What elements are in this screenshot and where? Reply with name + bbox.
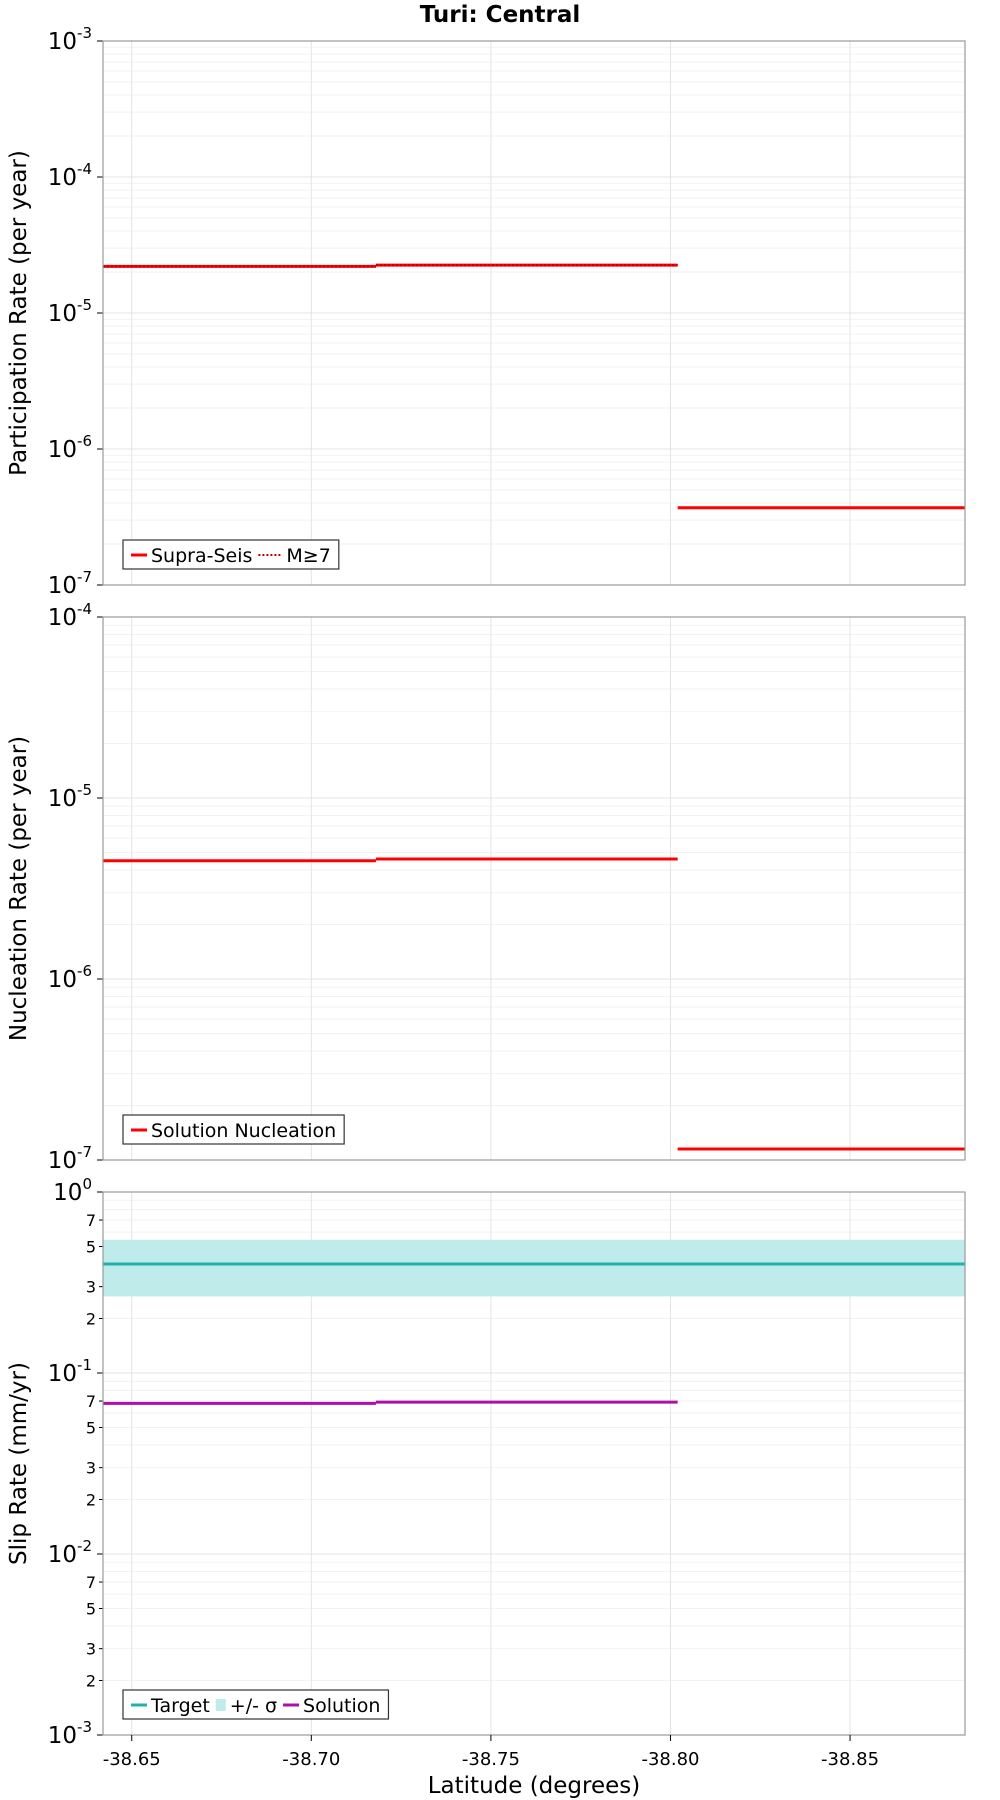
y-minor-tick-label: 7: [86, 1392, 96, 1411]
legend-label-target: Target: [150, 1695, 210, 1717]
y-tick-label: 10-6: [48, 432, 92, 463]
y-axis-title: Participation Rate (per year): [6, 150, 32, 476]
plot-frame: [102, 616, 966, 1161]
y-minor-tick-label: 2: [86, 1310, 96, 1329]
chart-title: Turi: Central: [420, 2, 581, 28]
panel-3: 10-3 10-2 10-1 100 2 3 5 7 2 3 5 7 2 3 5 7 Slip Rate (mm…: [6, 1175, 966, 1799]
y-axis-title: Nucleation Rate (per year): [6, 736, 32, 1041]
x-tick-label: -38.85: [821, 1749, 879, 1770]
sigma-band: [103, 1239, 965, 1297]
legend-label-m-7: M≥7: [286, 545, 330, 567]
legend: Solution Nucleation: [122, 1114, 345, 1145]
legend-swatch-sigma-band: [215, 1699, 226, 1711]
legend-box: [122, 1114, 345, 1145]
y-tick-label: 10-5: [48, 781, 92, 812]
x-tick-label: -38.65: [103, 1749, 161, 1770]
panel-2: 10-7 10-6 10-5 10-4 Nucleation Rate (per yea…: [6, 600, 966, 1174]
legend: Supra-Seis M≥7: [122, 539, 340, 570]
y-tick-label: 10-2: [48, 1537, 92, 1568]
legend-box: [122, 1689, 390, 1720]
legend-label-solution: Solution: [303, 1695, 380, 1717]
plot-frame: [102, 40, 966, 586]
y-tick-label: 10-7: [48, 1143, 92, 1174]
y-minor-tick-label: 7: [86, 1211, 96, 1230]
y-tick-label: 10-5: [48, 296, 92, 327]
y-minor-tick-label: 3: [86, 1640, 96, 1659]
y-minor-tick-label: 7: [86, 1573, 96, 1592]
y-minor-tick-label: 2: [86, 1491, 96, 1510]
x-axis-title: Latitude (degrees): [428, 1773, 641, 1799]
y-tick-label: 10-6: [48, 962, 92, 993]
plot-frame: [102, 1191, 966, 1736]
legend-label-solution-nucleation: Solution Nucleation: [151, 1120, 336, 1142]
legend-box: [122, 539, 340, 570]
legend: Target +/- σ Solution: [122, 1689, 390, 1720]
y-minor-tick-label: 5: [86, 1599, 96, 1618]
y-tick-label: 10-4: [48, 600, 92, 631]
y-minor-tick-label: 2: [86, 1672, 96, 1691]
y-minor-tick-label: 5: [86, 1237, 96, 1256]
legend-label-x: +/- σ: [230, 1695, 277, 1717]
y-tick-label: 10-4: [48, 160, 92, 191]
y-tick-label: 10-7: [48, 568, 92, 599]
x-tick-label: -38.75: [462, 1749, 520, 1770]
x-tick-label: -38.80: [641, 1749, 699, 1770]
y-minor-tick-label: 3: [86, 1459, 96, 1478]
y-axis-title: Slip Rate (mm/yr): [6, 1362, 32, 1565]
y-tick-label: 10-3: [48, 24, 92, 55]
x-tick-label: -38.70: [282, 1749, 340, 1770]
y-tick-label: 10-1: [48, 1356, 92, 1387]
y-tick-label: 100: [53, 1175, 92, 1206]
y-minor-tick-label: 3: [86, 1278, 96, 1297]
panel-1: 10-7 10-6 10-5 10-4 10-3 Participation Rate (…: [6, 24, 966, 599]
legend-label-supra-seis: Supra-Seis: [151, 545, 252, 567]
y-minor-tick-label: 5: [86, 1418, 96, 1437]
y-tick-label: 10-3: [48, 1718, 92, 1749]
